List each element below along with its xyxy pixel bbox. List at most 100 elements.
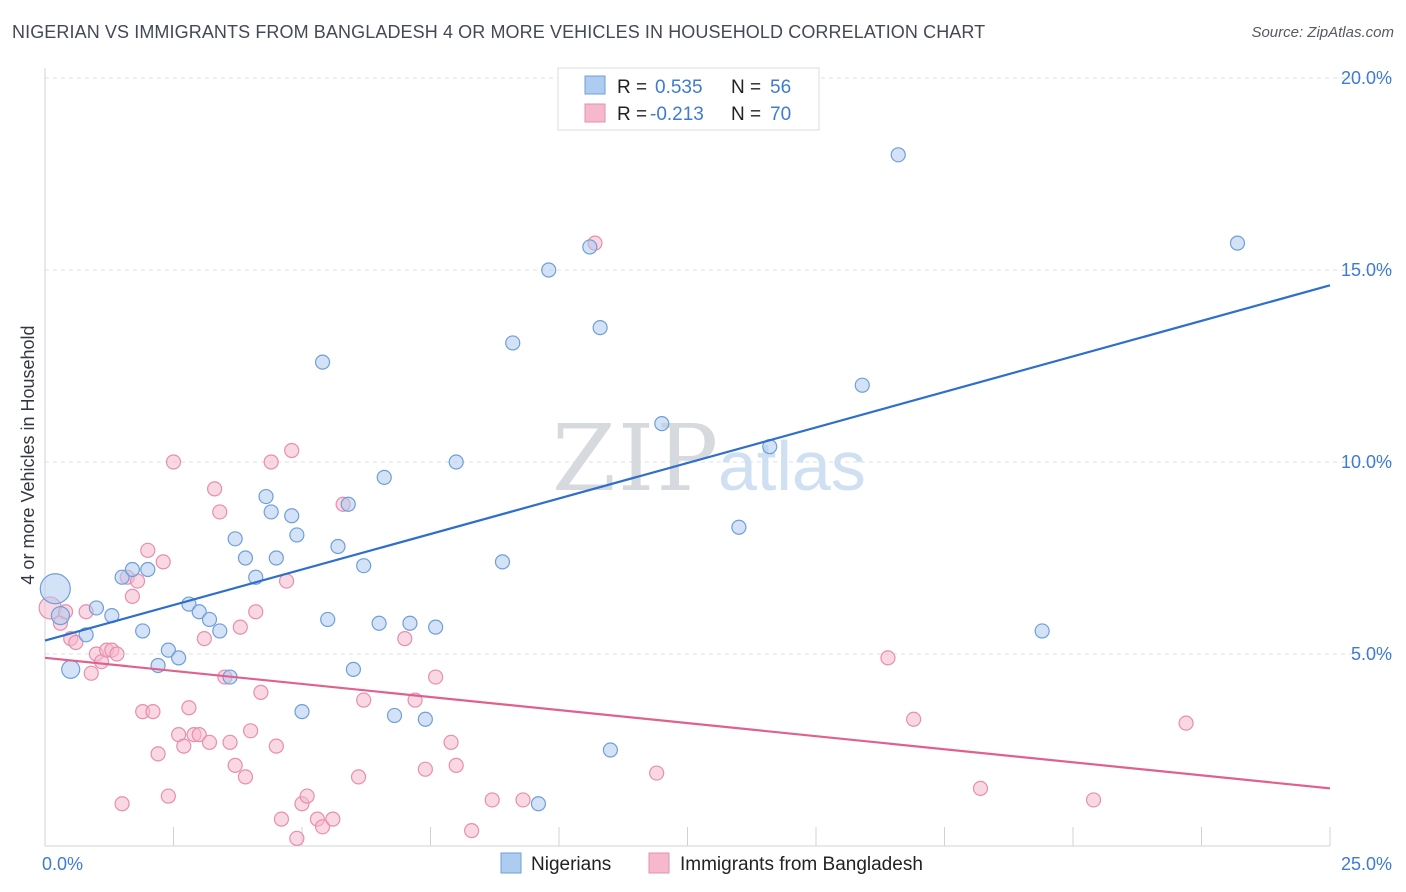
point-bangladesh — [165, 454, 182, 470]
point-nigerians — [258, 488, 274, 505]
point-bangladesh — [191, 727, 207, 743]
point-bangladesh — [906, 711, 922, 727]
y-tick-labels: 5.0% 10.0% 15.0% 20.0% — [1341, 68, 1392, 664]
legend-r-label-nigerians: R = — [617, 77, 647, 98]
trend-lines — [44, 284, 1331, 790]
point-nigerians — [330, 538, 346, 555]
point-bangladesh — [972, 780, 989, 797]
point-nigerians — [371, 615, 387, 631]
grid-lines — [45, 77, 1392, 655]
point-bangladesh — [325, 811, 341, 827]
point-nigerians — [654, 416, 670, 432]
point-nigerians — [592, 320, 608, 336]
point-nigerians — [50, 605, 71, 626]
point-bangladesh — [145, 703, 161, 720]
point-bangladesh — [114, 796, 130, 812]
point-bangladesh — [212, 504, 228, 520]
point-nigerians — [345, 661, 361, 677]
legend-box: R = 0.535 N = 56 R = -0.213 N = 70 — [557, 67, 820, 131]
y-tick-label: 15.0% — [1341, 260, 1392, 280]
point-bangladesh — [649, 765, 665, 781]
bottom-legend: Nigerians Immigrants from Bangladesh — [500, 852, 923, 875]
point-nigerians — [88, 600, 105, 616]
y-axis-title: 4 or more Vehicles in Household — [18, 325, 38, 584]
point-nigerians — [39, 573, 71, 605]
point-nigerians — [541, 262, 557, 278]
point-bangladesh — [417, 761, 433, 777]
point-nigerians — [124, 561, 140, 578]
point-nigerians — [530, 796, 547, 812]
chart-title: NIGERIAN VS IMMIGRANTS FROM BANGLADESH 4… — [12, 22, 986, 42]
point-nigerians — [731, 519, 747, 535]
point-nigerians — [171, 650, 187, 666]
point-nigerians — [289, 527, 305, 543]
point-nigerians — [135, 623, 151, 639]
point-nigerians — [294, 703, 310, 720]
point-nigerians — [227, 531, 243, 547]
point-nigerians — [505, 335, 521, 351]
point-bangladesh — [273, 811, 290, 827]
point-nigerians — [890, 147, 906, 163]
point-bangladesh — [83, 665, 99, 681]
point-bangladesh — [268, 738, 284, 754]
point-bangladesh — [196, 631, 212, 647]
point-bangladesh — [428, 669, 444, 685]
point-bangladesh — [1085, 792, 1102, 808]
point-bangladesh — [155, 554, 171, 570]
point-nigerians — [61, 659, 81, 679]
legend-n-label-bangladesh: N = — [731, 104, 761, 125]
point-nigerians — [582, 239, 598, 255]
point-nigerians — [1034, 623, 1050, 639]
bottom-legend-label-nigerians: Nigerians — [531, 854, 611, 875]
point-nigerians — [160, 642, 176, 658]
point-bangladesh — [207, 481, 223, 497]
point-bangladesh — [443, 734, 459, 750]
legend-n-value-nigerians: 56 — [770, 77, 791, 98]
point-bangladesh — [350, 769, 367, 785]
point-bangladesh — [68, 634, 84, 651]
point-bangladesh — [109, 646, 125, 662]
x-tick-labels: 0.0% 25.0% — [42, 854, 1392, 874]
point-bangladesh — [284, 442, 300, 459]
point-nigerians — [854, 377, 870, 393]
legend-swatch-nigerians — [584, 75, 606, 95]
point-bangladesh — [237, 769, 254, 785]
point-bangladesh — [222, 734, 238, 750]
point-bangladesh — [356, 692, 372, 708]
x-tick-label-max: 25.0% — [1341, 854, 1392, 874]
point-nigerians — [140, 561, 156, 578]
point-nigerians — [114, 569, 130, 585]
bottom-legend-swatch-bangladesh — [648, 852, 670, 874]
point-bangladesh — [232, 619, 248, 635]
y-tick-label: 5.0% — [1351, 644, 1392, 664]
point-nigerians — [602, 742, 619, 758]
point-bangladesh — [181, 700, 197, 716]
legend-r-value-nigerians: 0.535 — [655, 77, 703, 98]
point-bangladesh — [263, 454, 279, 470]
point-nigerians — [376, 469, 392, 485]
point-nigerians — [428, 619, 444, 635]
point-nigerians — [320, 611, 336, 628]
point-bangladesh — [1178, 715, 1194, 731]
point-bangladesh — [484, 792, 500, 808]
watermark-atlas: atlas — [718, 427, 866, 505]
bottom-legend-swatch-nigerians — [500, 852, 522, 874]
point-bangladesh — [397, 631, 413, 647]
y-tick-label: 10.0% — [1341, 452, 1392, 472]
point-bangladesh — [464, 823, 480, 839]
x-tick-label-min: 0.0% — [42, 854, 83, 874]
point-bangladesh — [140, 542, 156, 558]
point-nigerians — [340, 496, 356, 512]
point-bangladesh — [299, 788, 315, 804]
point-bangladesh — [124, 588, 140, 605]
point-bangladesh — [201, 734, 218, 750]
point-bangladesh — [880, 650, 896, 666]
point-nigerians — [402, 615, 418, 631]
point-nigerians — [386, 707, 403, 724]
point-nigerians — [191, 604, 207, 620]
point-nigerians — [448, 454, 464, 470]
point-nigerians — [284, 508, 300, 524]
point-nigerians — [314, 354, 331, 370]
point-bangladesh — [448, 757, 464, 773]
point-bangladesh — [160, 788, 176, 804]
